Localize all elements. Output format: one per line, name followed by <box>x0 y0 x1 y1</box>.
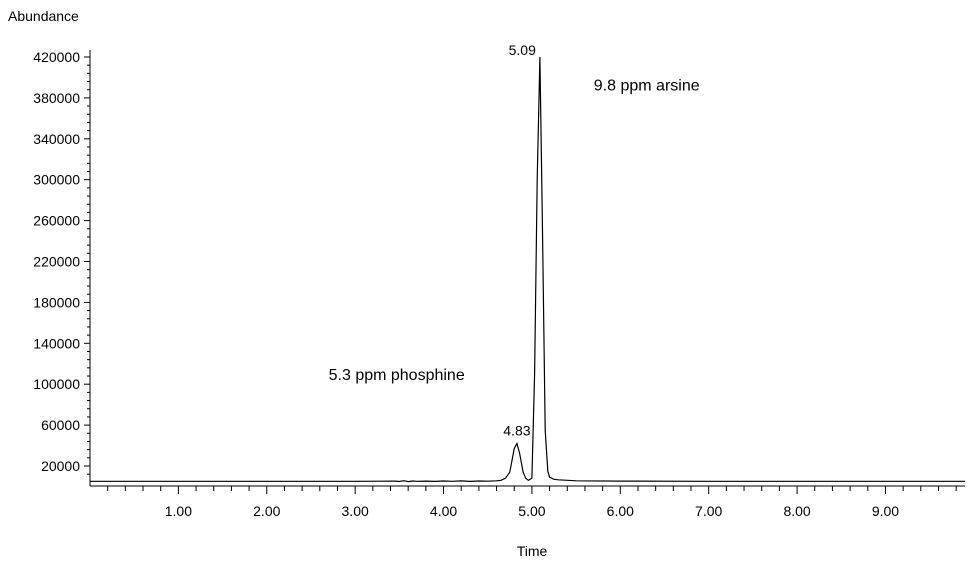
x-tick-label: 3.00 <box>342 503 369 519</box>
annotation-label: 9.8 ppm arsine <box>594 78 700 95</box>
y-tick-label: 420000 <box>33 49 80 65</box>
y-tick-label: 220000 <box>33 254 80 270</box>
x-tick-label: 9.00 <box>872 503 899 519</box>
x-tick-label: 2.00 <box>253 503 280 519</box>
y-tick-label: 380000 <box>33 90 80 106</box>
x-tick-label: 4.00 <box>430 503 457 519</box>
chromatogram-trace <box>90 56 965 483</box>
x-tick-label: 5.00 <box>518 503 545 519</box>
y-axis-title: Abundance <box>8 8 79 24</box>
x-tick-label: 1.00 <box>165 503 192 519</box>
y-tick-label: 300000 <box>33 172 80 188</box>
x-axis-title: Time <box>517 543 548 559</box>
y-tick-label: 20000 <box>41 458 80 474</box>
annotation-label: 5.3 ppm phosphine <box>329 367 465 384</box>
y-tick-label: 100000 <box>33 376 80 392</box>
annotations: 5.09 4.83 9.8 ppm arsine 5.3 ppm phosphine <box>329 42 700 439</box>
y-axis-ticks: 20000 60000 100000 140000 180000 220000 260000… <box>33 49 90 475</box>
y-tick-label: 260000 <box>33 213 80 229</box>
annotation-label: 5.09 <box>509 42 536 58</box>
y-tick-label: 140000 <box>33 335 80 351</box>
x-tick-label: 8.00 <box>783 503 810 519</box>
x-tick-label: 6.00 <box>607 503 634 519</box>
x-axis-ticks: 1.00 2.00 3.00 4.00 5.00 6.00 7.00 8.00 9.00 <box>107 486 957 519</box>
x-tick-label: 7.00 <box>695 503 722 519</box>
y-tick-label: 60000 <box>41 417 80 433</box>
y-tick-label: 340000 <box>33 131 80 147</box>
annotation-label: 4.83 <box>503 423 530 439</box>
y-tick-label: 180000 <box>33 294 80 310</box>
